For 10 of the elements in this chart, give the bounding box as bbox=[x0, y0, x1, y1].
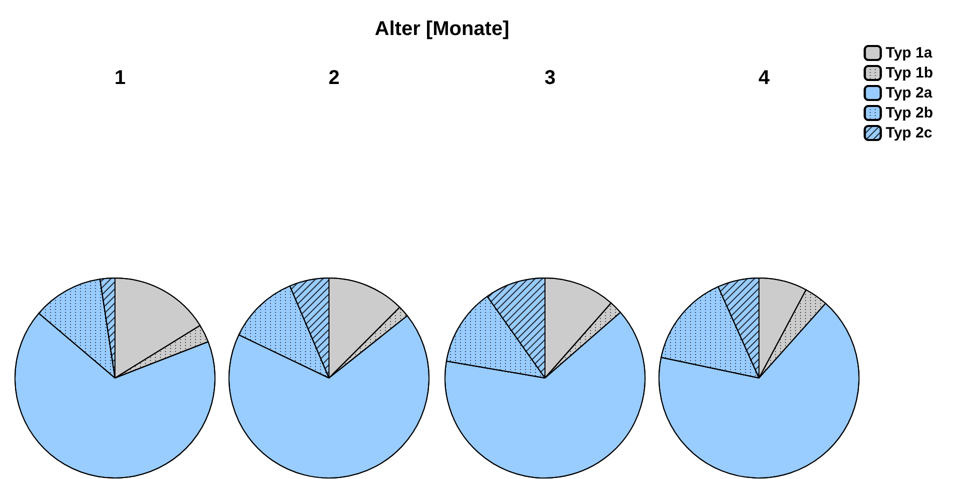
legend-label: Typ 1b bbox=[886, 64, 934, 82]
slice-label: 3 bbox=[544, 67, 556, 89]
slice-label: 1 bbox=[114, 67, 126, 89]
legend-label: Typ 1a bbox=[886, 44, 933, 62]
legend-label: Typ 2b bbox=[886, 104, 934, 122]
slice-label: 4 bbox=[758, 67, 770, 89]
chart-title: Alter [Monate] bbox=[374, 18, 510, 40]
legend-label: Typ 2a bbox=[886, 84, 933, 102]
legend-label: Typ 2c bbox=[886, 124, 932, 142]
slice-label: 2 bbox=[328, 67, 340, 89]
